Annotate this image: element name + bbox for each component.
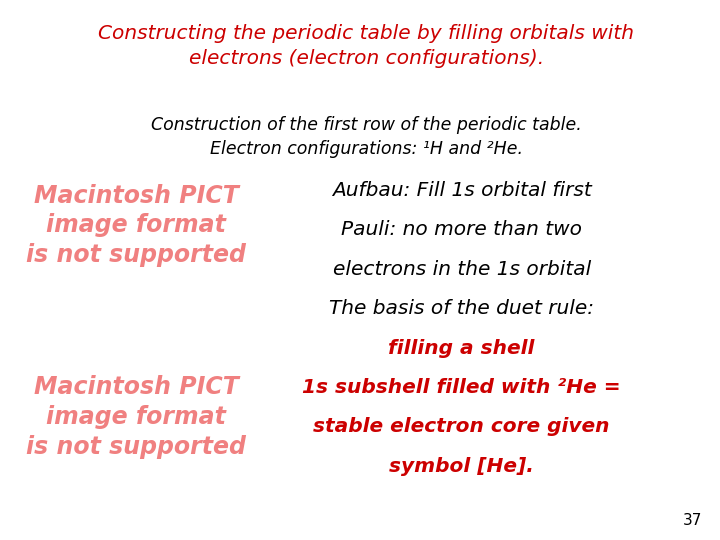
Text: electrons in the 1s orbital: electrons in the 1s orbital [333,260,591,279]
Text: The basis of the duet rule:: The basis of the duet rule: [329,299,594,318]
Text: symbol [He].: symbol [He]. [390,457,534,476]
Text: stable electron core given: stable electron core given [313,417,610,436]
Text: Macintosh PICT
image format
is not supported: Macintosh PICT image format is not suppo… [26,184,246,267]
Text: Construction of the first row of the periodic table.
Electron configurations: ¹H: Construction of the first row of the per… [150,116,582,158]
Text: Aufbau: Fill 1s orbital first: Aufbau: Fill 1s orbital first [332,181,592,200]
Text: Pauli: no more than two: Pauli: no more than two [341,220,582,239]
Text: filling a shell: filling a shell [389,339,535,357]
Text: 37: 37 [683,513,702,528]
Text: Macintosh PICT
image format
is not supported: Macintosh PICT image format is not suppo… [26,375,246,458]
Text: Constructing the periodic table by filling orbitals with
electrons (electron con: Constructing the periodic table by filli… [98,24,634,68]
Text: 1s subshell filled with ²He =: 1s subshell filled with ²He = [302,378,621,397]
